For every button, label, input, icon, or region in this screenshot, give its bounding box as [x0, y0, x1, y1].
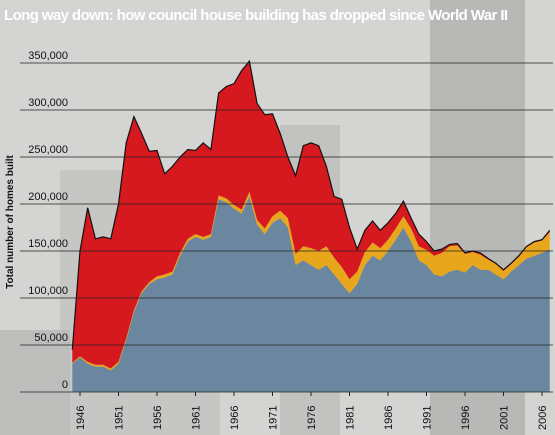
y-tick-label: 300,000	[28, 97, 68, 109]
building	[0, 330, 70, 435]
x-tick-label: 1966	[229, 406, 241, 430]
chart-title: Long way down: how council house buildin…	[4, 7, 508, 24]
x-tick-label: 1951	[114, 406, 126, 430]
x-tick-label: 1991	[422, 406, 434, 430]
y-axis-label: Total number of homes built	[5, 154, 16, 288]
y-tick-label: 150,000	[28, 238, 68, 250]
x-tick-label: 1956	[152, 406, 164, 430]
x-tick-label: 2001	[499, 406, 511, 430]
x-tick-label: 1971	[268, 406, 280, 430]
area	[72, 61, 550, 369]
x-tick-label: 1976	[306, 406, 318, 430]
x-tick-label: 1996	[460, 406, 472, 430]
x-tick-label: 2006	[537, 406, 549, 430]
x-tick-label: 1986	[383, 406, 395, 430]
y-tick-label: 50,000	[34, 332, 68, 344]
y-tick-label: 100,000	[28, 285, 68, 297]
x-tick-label: 1961	[191, 406, 203, 430]
total-outline	[71, 59, 551, 350]
x-tick-label: 1946	[75, 406, 87, 430]
y-tick-label: 250,000	[28, 144, 68, 156]
x-tick-label: 1981	[345, 406, 357, 430]
y-tick-label: 0	[62, 379, 68, 391]
y-tick-label: 200,000	[28, 191, 68, 203]
area	[72, 196, 550, 392]
y-tick-label: 350,000	[28, 50, 68, 62]
